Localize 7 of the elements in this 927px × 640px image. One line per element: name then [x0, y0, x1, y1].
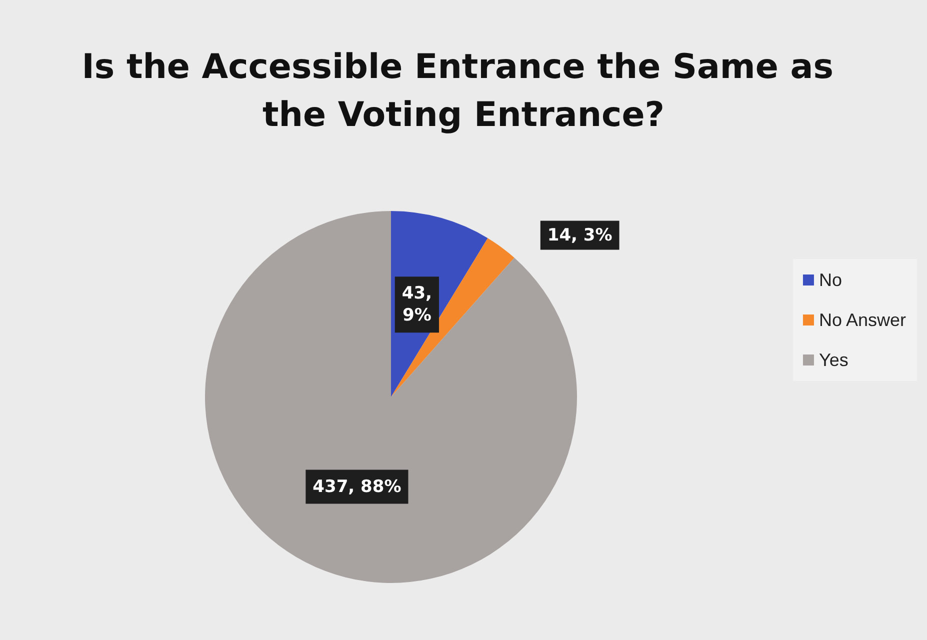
chart-title: Is the Accessible Entrance the Same as the Voting Entrance?: [82, 47, 846, 135]
data-label: 14, 3%: [547, 225, 612, 246]
legend-label: No: [818, 270, 842, 290]
data-label: 437, 88%: [312, 476, 402, 497]
legend-label: Yes: [818, 350, 848, 370]
legend-label: No Answer: [818, 310, 906, 330]
data-label: 43, 9%: [402, 284, 432, 326]
